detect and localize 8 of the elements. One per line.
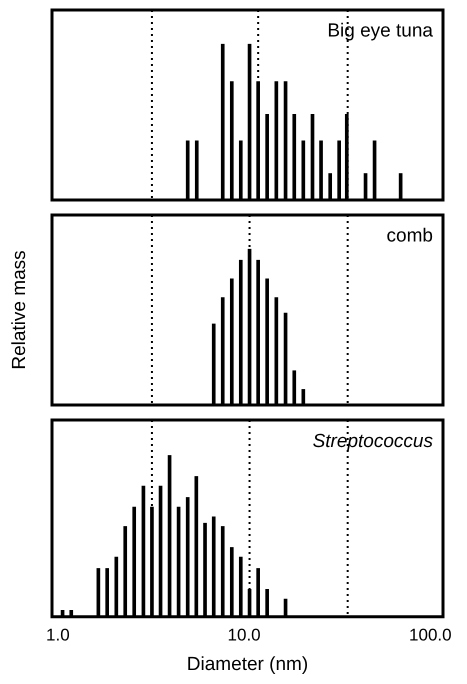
x-tick-label: 1.0 [46,626,70,645]
x-tick-label: 10.0 [228,626,261,645]
y-axis-title: Relative mass [9,250,30,370]
text: comb [386,226,433,247]
x-axis-title: Diameter (nm) [186,654,308,675]
text: Streptococcus [312,430,434,452]
text: Big eye tuna [327,20,434,42]
x-tick-label: 100.0 [409,626,452,645]
